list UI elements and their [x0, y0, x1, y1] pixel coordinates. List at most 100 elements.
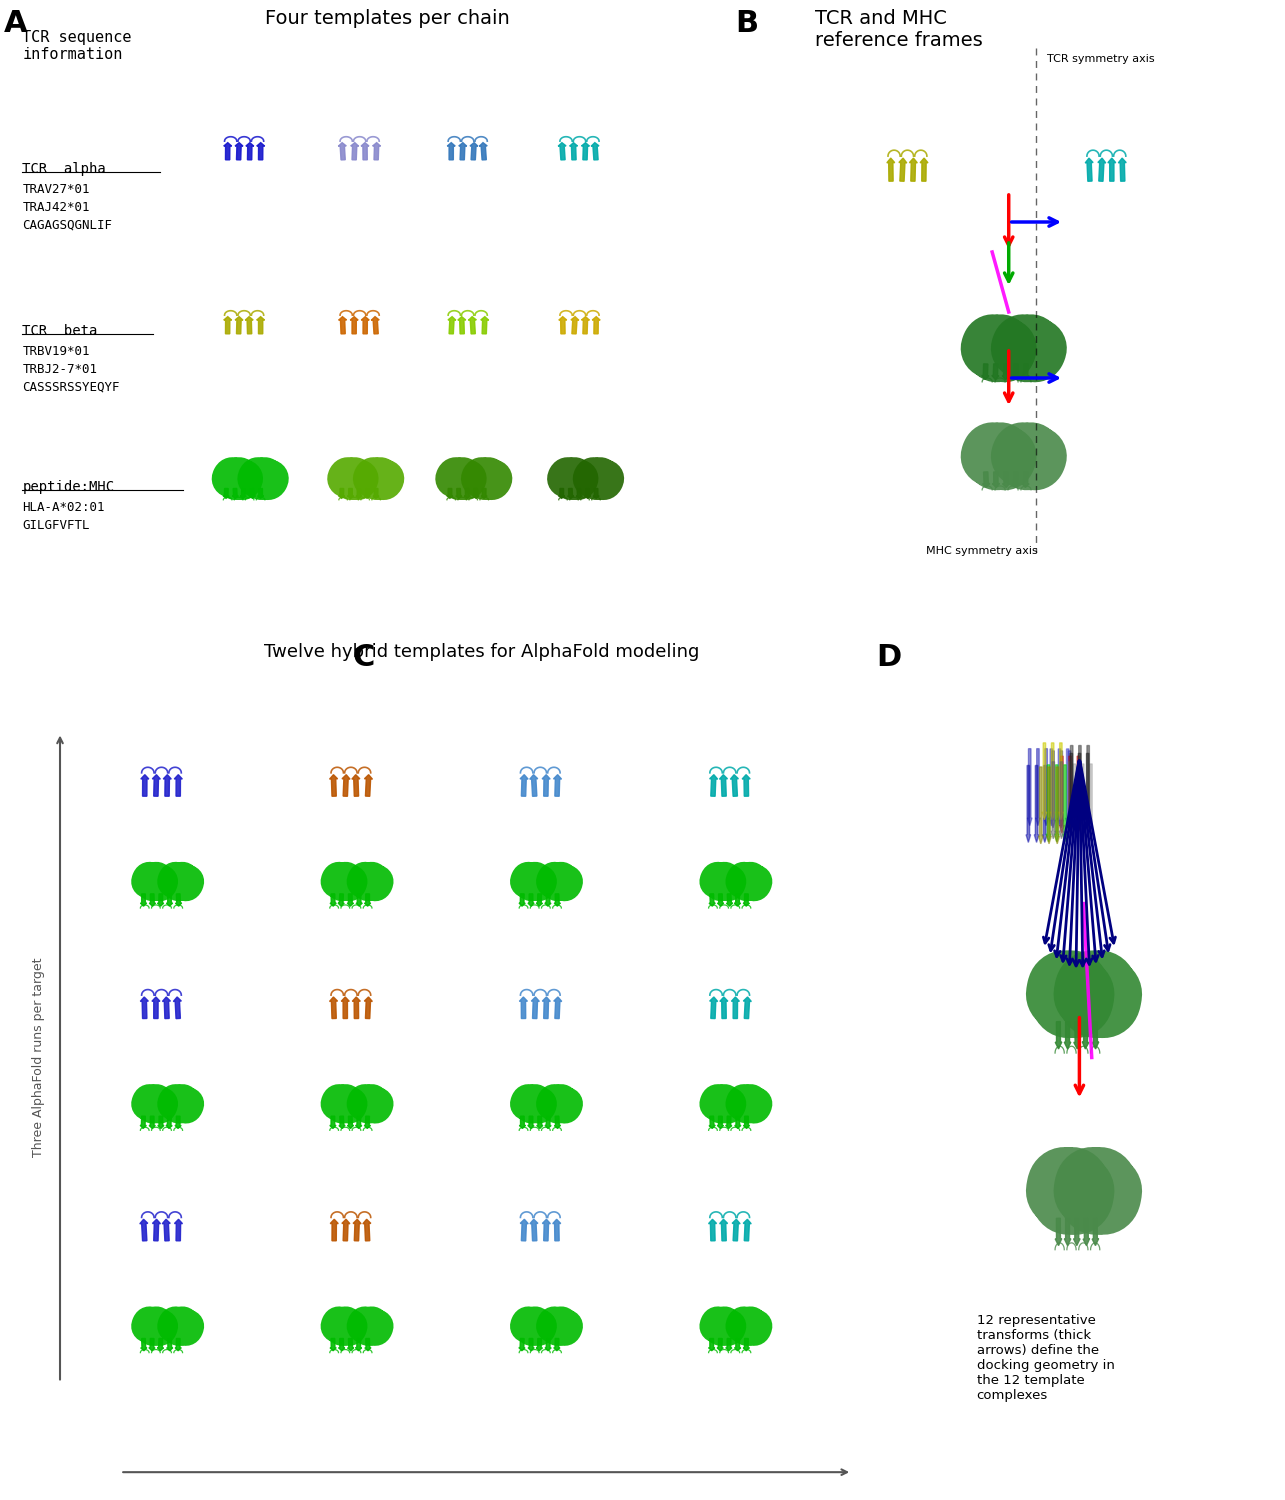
FancyArrow shape: [709, 1116, 716, 1128]
FancyArrow shape: [542, 998, 550, 1018]
FancyArrow shape: [338, 142, 346, 160]
FancyArrow shape: [554, 998, 562, 1018]
FancyArrow shape: [1108, 158, 1115, 182]
FancyArrow shape: [520, 774, 528, 796]
FancyArrow shape: [235, 142, 243, 160]
Text: Three AlphaFold runs per target: Three AlphaFold runs per target: [32, 958, 45, 1158]
FancyArrow shape: [726, 1116, 732, 1128]
FancyArrow shape: [519, 894, 526, 906]
FancyArrow shape: [162, 998, 171, 1018]
Text: peptide:MHC: peptide:MHC: [22, 480, 114, 494]
FancyArrow shape: [1046, 765, 1051, 842]
FancyArrow shape: [910, 158, 917, 182]
FancyArrow shape: [1002, 472, 1010, 488]
FancyArrow shape: [249, 489, 256, 498]
FancyArrow shape: [519, 1116, 526, 1128]
FancyArrow shape: [245, 142, 254, 160]
FancyArrow shape: [1028, 748, 1032, 825]
FancyArrow shape: [559, 316, 567, 334]
FancyArrow shape: [992, 364, 998, 380]
FancyArrow shape: [581, 142, 590, 160]
FancyArrow shape: [735, 1116, 741, 1128]
FancyArrow shape: [153, 1220, 161, 1240]
FancyArrow shape: [330, 1338, 337, 1352]
FancyArrow shape: [166, 1116, 172, 1128]
Text: TRBJ2-7*01: TRBJ2-7*01: [22, 363, 98, 376]
FancyArrow shape: [708, 1220, 717, 1240]
FancyArrow shape: [481, 489, 487, 498]
FancyArrow shape: [1086, 753, 1090, 831]
FancyArrow shape: [554, 1116, 560, 1128]
Text: CASSSRSSYEQYF: CASSSRSSYEQYF: [22, 381, 120, 394]
FancyArrow shape: [364, 489, 370, 498]
FancyArrow shape: [158, 1116, 164, 1128]
FancyArrow shape: [545, 894, 551, 906]
FancyArrow shape: [364, 1116, 370, 1128]
FancyArrow shape: [167, 894, 172, 906]
FancyArrow shape: [469, 316, 477, 334]
FancyArrow shape: [1092, 1218, 1099, 1245]
FancyArrow shape: [717, 894, 723, 906]
FancyArrow shape: [167, 1338, 173, 1352]
FancyArrow shape: [529, 774, 538, 796]
Text: HLA-A*02:01: HLA-A*02:01: [22, 501, 105, 515]
FancyArrow shape: [569, 142, 577, 160]
FancyArrow shape: [743, 894, 749, 906]
FancyArrow shape: [141, 774, 149, 796]
FancyArrow shape: [342, 774, 350, 796]
Text: TCR symmetry axis: TCR symmetry axis: [1047, 54, 1155, 64]
FancyArrow shape: [353, 1220, 361, 1240]
FancyArrow shape: [365, 774, 373, 796]
FancyArrow shape: [1064, 1218, 1070, 1245]
FancyArrow shape: [542, 1220, 550, 1240]
Text: TCR  alpha: TCR alpha: [22, 162, 107, 176]
FancyArrow shape: [1076, 756, 1081, 833]
Text: TRAV27*01: TRAV27*01: [22, 183, 90, 196]
FancyArrow shape: [470, 142, 478, 160]
FancyArrow shape: [245, 316, 253, 334]
FancyArrow shape: [163, 774, 171, 796]
FancyArrow shape: [1055, 766, 1060, 844]
FancyArrow shape: [920, 158, 928, 182]
FancyArrow shape: [361, 142, 369, 160]
FancyArrow shape: [1081, 764, 1085, 842]
Text: 12 representative
transforms (thick
arrows) define the
docking geometry in
the 1: 12 representative transforms (thick arro…: [977, 1314, 1114, 1402]
FancyArrow shape: [542, 774, 550, 796]
FancyArrow shape: [1011, 472, 1019, 488]
FancyArrow shape: [553, 1220, 560, 1240]
FancyArrow shape: [352, 998, 360, 1018]
FancyArrow shape: [456, 489, 461, 498]
Text: GILGFVFTL: GILGFVFTL: [22, 519, 90, 532]
FancyArrow shape: [887, 158, 894, 182]
FancyArrow shape: [1068, 762, 1072, 839]
FancyArrow shape: [351, 316, 359, 334]
FancyArrow shape: [173, 998, 181, 1018]
FancyArrow shape: [529, 1220, 538, 1240]
FancyArrow shape: [1036, 748, 1040, 825]
Text: TRAJ42*01: TRAJ42*01: [22, 201, 90, 214]
FancyArrow shape: [365, 1338, 371, 1352]
FancyArrow shape: [338, 1338, 344, 1352]
FancyArrow shape: [519, 1338, 526, 1352]
FancyArrow shape: [720, 998, 727, 1018]
FancyArrow shape: [709, 998, 718, 1018]
FancyArrow shape: [1049, 748, 1054, 827]
FancyArrow shape: [559, 489, 564, 498]
FancyArrow shape: [1082, 1022, 1088, 1048]
FancyArrow shape: [224, 142, 231, 160]
FancyArrow shape: [558, 142, 567, 160]
FancyArrow shape: [899, 158, 907, 182]
FancyArrow shape: [149, 1338, 155, 1352]
FancyArrow shape: [373, 142, 380, 160]
FancyArrow shape: [1038, 766, 1043, 844]
FancyArrow shape: [576, 489, 582, 498]
FancyArrow shape: [1086, 746, 1091, 822]
FancyArrow shape: [140, 1116, 146, 1128]
FancyArrow shape: [233, 489, 238, 498]
FancyArrow shape: [329, 774, 338, 796]
FancyArrow shape: [1059, 752, 1064, 828]
FancyArrow shape: [1042, 742, 1047, 821]
FancyArrow shape: [1058, 748, 1061, 827]
FancyArrow shape: [330, 1220, 338, 1240]
FancyArrow shape: [536, 1338, 542, 1352]
